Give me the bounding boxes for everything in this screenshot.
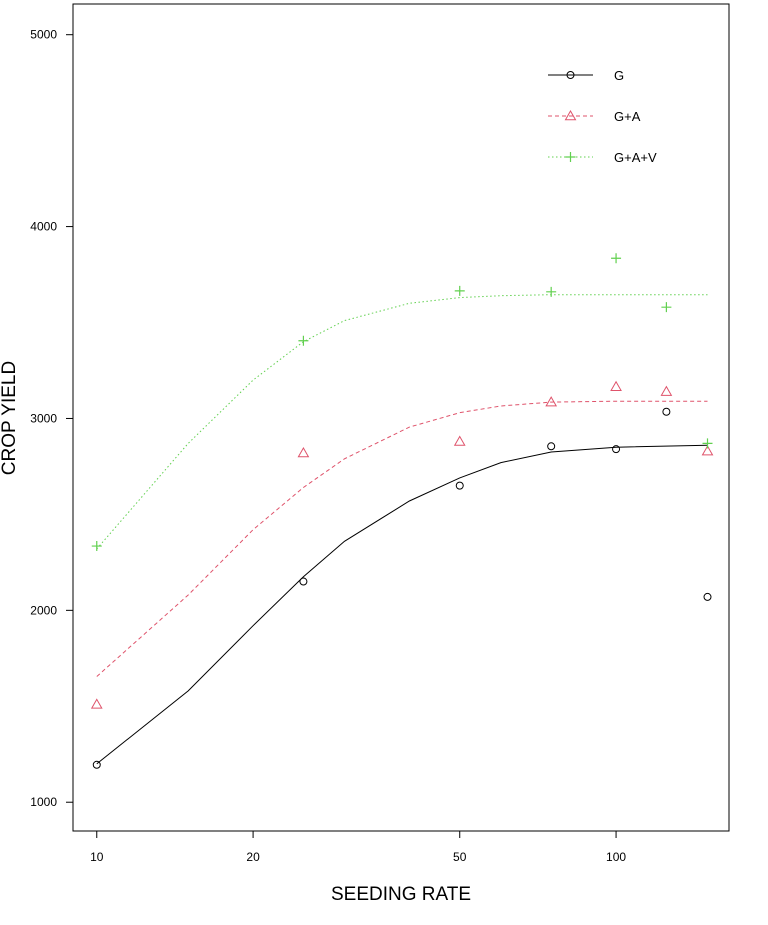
- data-point-g-a-v: [611, 253, 622, 264]
- legend-marker-g-a: [564, 109, 577, 121]
- plot-frame: [72, 3, 730, 832]
- legend-label-g-a-v: G+A+V: [614, 150, 657, 165]
- data-point-g-a: [660, 385, 673, 396]
- data-point-g-a-v: [298, 335, 309, 346]
- data-point-g: [299, 577, 308, 586]
- data-point-g: [455, 481, 464, 490]
- y-tick-label: 3000: [30, 411, 57, 425]
- data-point-g-a-v: [454, 285, 465, 296]
- legend-marker-g-a-v: [565, 152, 576, 162]
- x-tick-label: 20: [246, 850, 260, 864]
- data-point-g-a-v: [661, 302, 672, 313]
- fit-curve-g-a-v: [96, 294, 708, 550]
- x-tick-label: 10: [90, 850, 104, 864]
- x-axis-title: SEEDING RATE: [331, 884, 471, 905]
- data-point-g-a-v: [91, 541, 102, 552]
- data-point-g: [612, 445, 621, 454]
- y-tick-label: 2000: [30, 603, 57, 617]
- y-tick-label: 4000: [30, 220, 57, 234]
- fit-curve-g: [96, 444, 708, 765]
- data-point-g: [662, 407, 671, 416]
- data-point-g: [547, 442, 556, 451]
- data-point-g-a: [453, 435, 466, 446]
- legend-label-g-a: G+A: [614, 109, 641, 124]
- data-point-g: [92, 760, 101, 769]
- data-point-g-a: [90, 698, 103, 709]
- legend-label-g: G: [614, 68, 624, 83]
- data-point-g-a-v: [702, 438, 713, 449]
- y-tick-label: 1000: [30, 795, 57, 809]
- legend-marker-g: [566, 71, 575, 79]
- data-point-g-a: [545, 396, 558, 407]
- data-point-g-a: [610, 380, 622, 392]
- y-tick-label: 5000: [30, 28, 57, 42]
- data-point-g-a: [297, 446, 310, 458]
- data-point-g: [703, 592, 712, 601]
- x-tick-label: 50: [453, 850, 467, 864]
- x-tick-label: 100: [606, 850, 626, 864]
- y-axis-title: CROP YIELD: [0, 361, 20, 475]
- data-point-g-a: [701, 445, 714, 456]
- data-point-g-a-v: [546, 286, 557, 297]
- fit-curve-g-a: [96, 400, 708, 677]
